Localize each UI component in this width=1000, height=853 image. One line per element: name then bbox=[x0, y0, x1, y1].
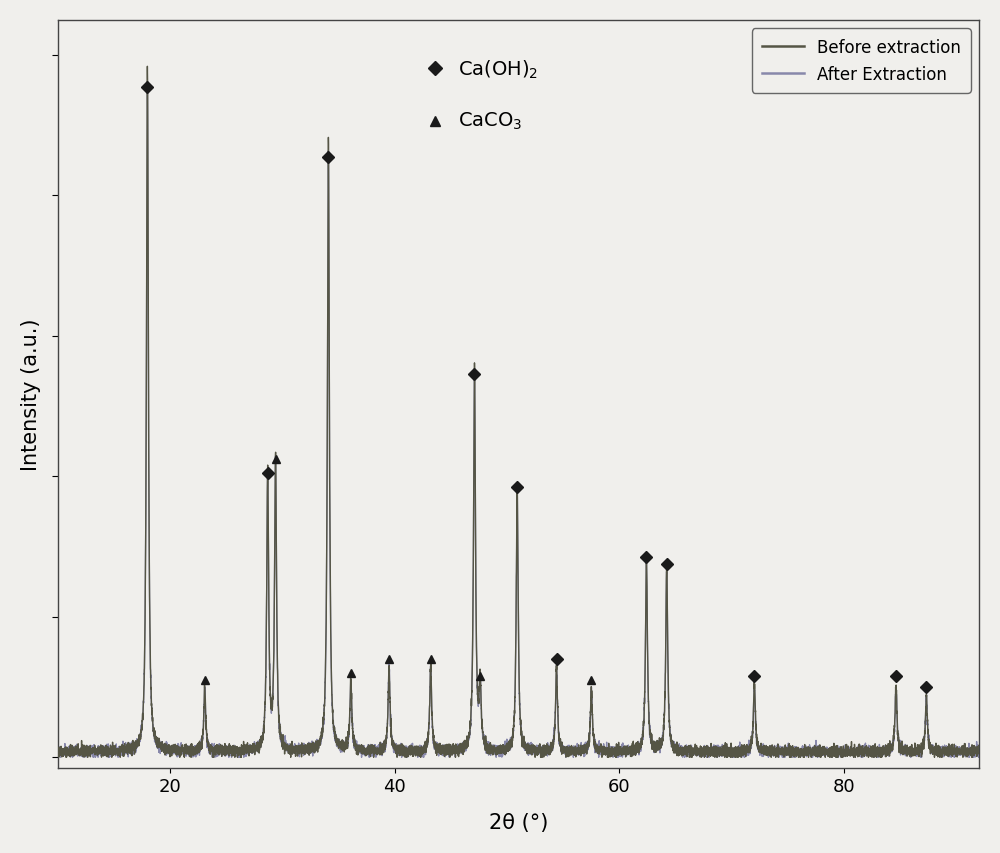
After Extraction bbox=[597, 749, 609, 759]
Y-axis label: Intensity (a.u.): Intensity (a.u.) bbox=[21, 318, 41, 471]
X-axis label: 2θ (°): 2θ (°) bbox=[489, 812, 548, 833]
Before extraction bbox=[784, 751, 796, 761]
After Extraction bbox=[98, 748, 110, 758]
After Extraction bbox=[637, 722, 649, 732]
After Extraction bbox=[54, 752, 66, 763]
Before extraction bbox=[60, 752, 72, 763]
Before extraction bbox=[735, 746, 747, 756]
Before extraction bbox=[597, 743, 609, 753]
Text: Ca(OH)$_2$: Ca(OH)$_2$ bbox=[458, 58, 539, 80]
Before extraction bbox=[973, 740, 985, 751]
Line: After Extraction: After Extraction bbox=[58, 83, 979, 757]
After Extraction bbox=[784, 748, 796, 758]
Before extraction bbox=[637, 722, 649, 732]
Text: CaCO$_3$: CaCO$_3$ bbox=[458, 111, 523, 132]
After Extraction bbox=[385, 729, 397, 740]
Before extraction bbox=[385, 730, 397, 740]
After Extraction bbox=[52, 746, 64, 757]
Before extraction bbox=[141, 62, 153, 73]
Line: Before extraction: Before extraction bbox=[58, 67, 979, 757]
Before extraction bbox=[52, 745, 64, 755]
Before extraction bbox=[98, 746, 110, 757]
Legend: Before extraction, After Extraction: Before extraction, After Extraction bbox=[752, 29, 971, 93]
After Extraction bbox=[973, 748, 985, 758]
After Extraction bbox=[735, 746, 747, 757]
After Extraction bbox=[141, 78, 153, 88]
